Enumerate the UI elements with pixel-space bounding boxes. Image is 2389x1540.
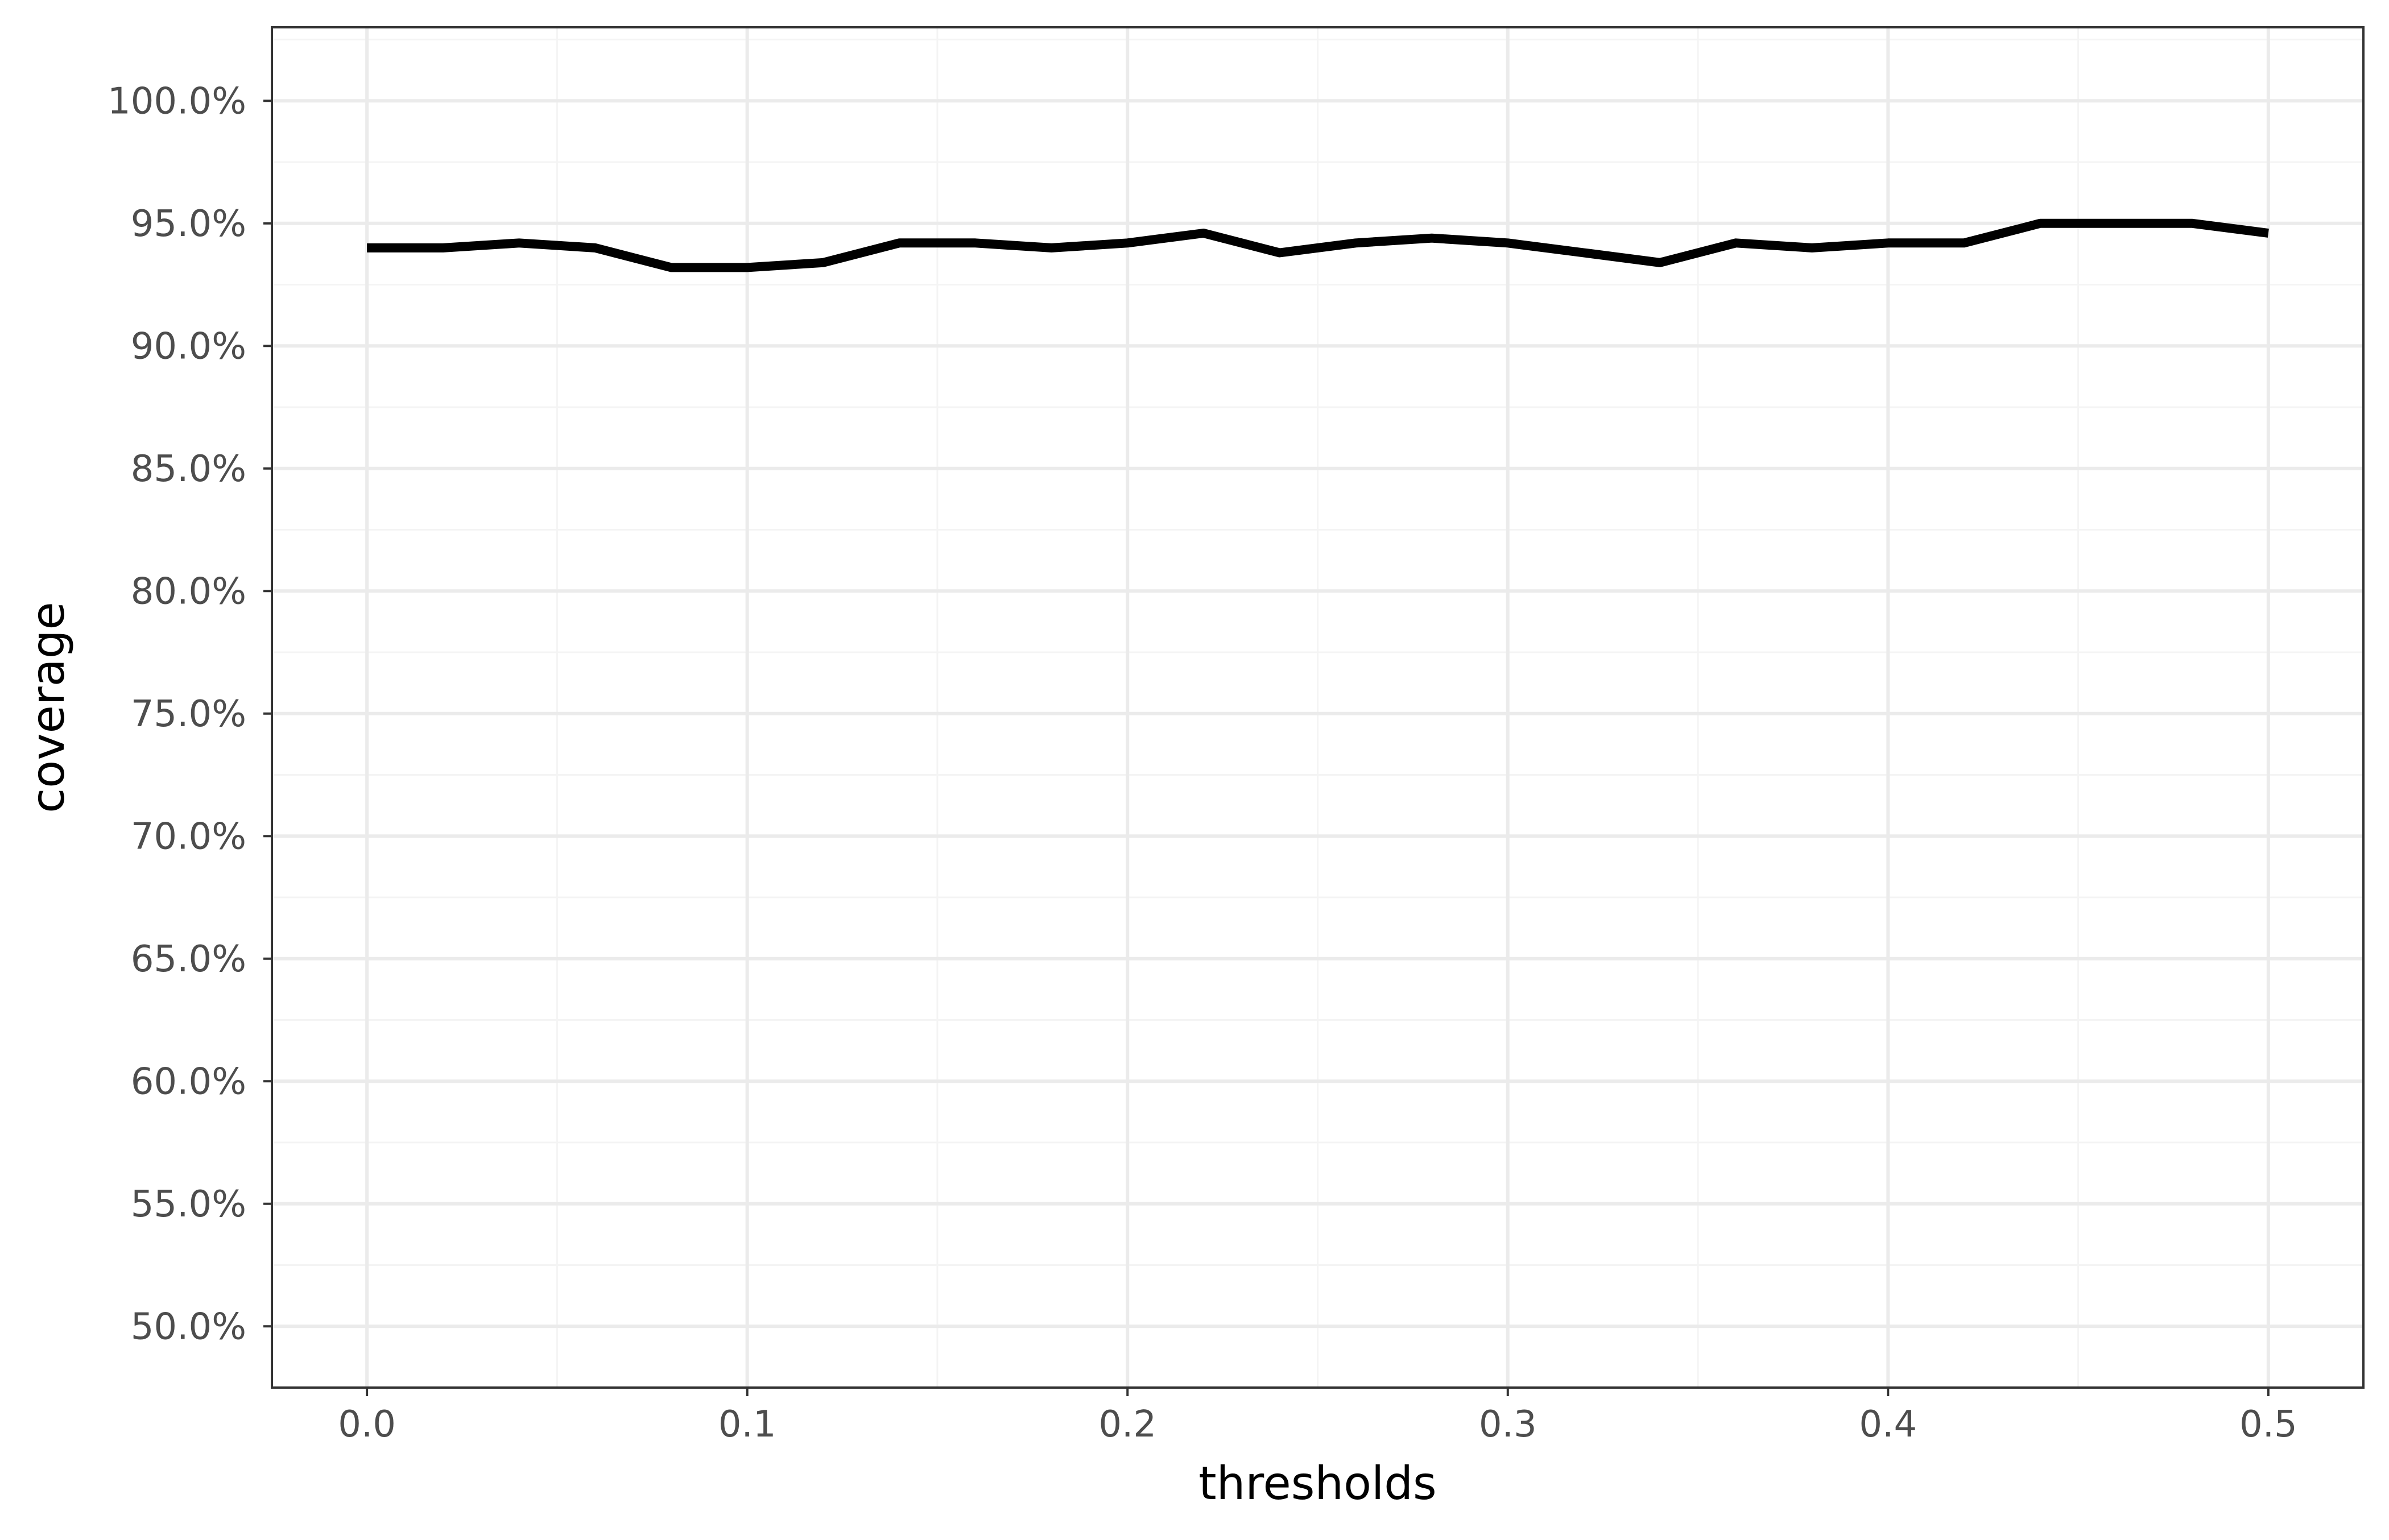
y-tick-label: 70.0% — [131, 815, 246, 858]
y-axis-ticks: 50.0% 55.0% 60.0% 65.0% 70.0% 75.0% 80.0% 85.0%… — [108, 80, 272, 1348]
x-tick-label: 0.1 — [718, 1404, 776, 1446]
major-gridlines — [272, 27, 2363, 1388]
y-axis-title: coverage — [22, 602, 75, 813]
y-tick-label: 55.0% — [131, 1183, 246, 1226]
y-tick-label: 90.0% — [131, 325, 246, 367]
series-line-0 — [367, 218, 2269, 272]
panel-border — [271, 26, 2365, 1389]
x-tick-label: 0.2 — [1098, 1404, 1156, 1446]
y-tick-label: 75.0% — [131, 693, 246, 735]
x-tick-label: 0.0 — [338, 1404, 396, 1446]
y-tick-label: 80.0% — [131, 570, 246, 612]
y-tick-label: 100.0% — [108, 80, 246, 122]
series-layer — [367, 218, 2269, 272]
x-tick-label: 0.4 — [1859, 1404, 1917, 1446]
x-tick-label: 0.5 — [2239, 1404, 2297, 1446]
x-axis-ticks: 0.0 0.1 0.2 0.3 0.4 0.5 — [338, 1388, 2297, 1446]
x-axis-title: thresholds — [1198, 1457, 1436, 1510]
x-tick-label: 0.3 — [1479, 1404, 1537, 1446]
minor-gridlines — [272, 27, 2363, 1388]
y-tick-label: 95.0% — [131, 203, 246, 245]
y-tick-label: 60.0% — [131, 1061, 246, 1103]
y-tick-label: 85.0% — [131, 448, 246, 490]
y-tick-label: 50.0% — [131, 1306, 246, 1348]
y-tick-label: 65.0% — [131, 938, 246, 980]
